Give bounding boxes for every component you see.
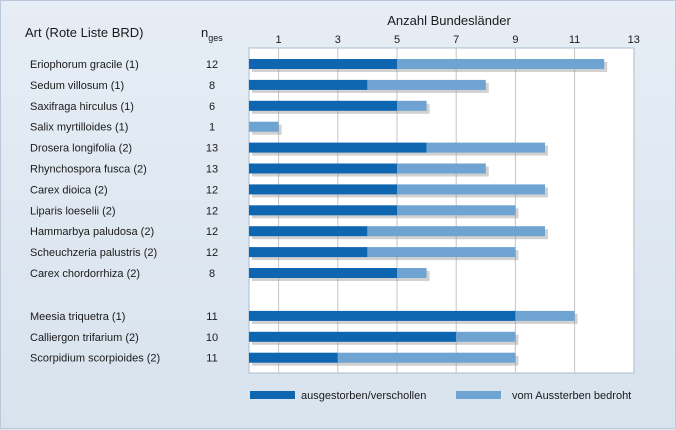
- bar-row: Saxifraga hirculus (1) 6: [30, 100, 430, 114]
- species-label: Calliergon trifarium (2): [30, 332, 139, 344]
- bar-ausgestorben: [249, 184, 397, 195]
- bar-row: Liparis loeselii (2) 12: [30, 205, 519, 219]
- bar-bedroht: [397, 205, 516, 216]
- n-ges-value: 13: [206, 143, 218, 155]
- bar-bedroht: [397, 184, 545, 195]
- bar-ausgestorben: [249, 205, 397, 216]
- n-ges-value: 12: [206, 184, 218, 196]
- x-axis-title: Anzahl Bundesländer: [387, 13, 511, 28]
- species-label: Scorpidium scorpioides (2): [30, 353, 160, 365]
- bar-bedroht: [337, 352, 516, 363]
- n-ges-value: 11: [206, 353, 217, 365]
- x-tick-label: 11: [569, 34, 580, 46]
- x-tick-label: 5: [394, 34, 400, 46]
- n-ges-value: 8: [209, 80, 215, 92]
- bar-ausgestorben: [249, 79, 368, 90]
- bar-bedroht: [426, 142, 545, 153]
- species-label: Sedum villosum (1): [30, 80, 124, 92]
- n-ges-value: 10: [206, 332, 218, 344]
- bar-bedroht: [515, 310, 575, 321]
- species-label: Carex chordorrhiza (2): [30, 268, 140, 280]
- bar-row: Drosera longifolia (2) 13: [30, 142, 548, 156]
- bar-ausgestorben: [249, 163, 397, 174]
- n-ges-value: 11: [206, 311, 217, 323]
- n-ges-value: 12: [206, 59, 218, 71]
- n-ges-value: 12: [206, 205, 218, 217]
- species-label: Carex dioica (2): [30, 184, 108, 196]
- bar-row: Scheuchzeria palustris (2) 12: [30, 247, 519, 261]
- legend: ausgestorben/verschollen vom Aussterben b…: [250, 390, 631, 402]
- bar-bedroht: [397, 100, 427, 111]
- bar-ausgestorben: [249, 247, 368, 258]
- bar-rows: Eriophorum gracile (1) 12 Sedum villosum (…: [30, 59, 608, 366]
- n-ges-value: 8: [209, 268, 215, 280]
- species-label: Liparis loeselii (2): [30, 205, 116, 217]
- species-column-header: Art (Rote Liste BRD): [25, 25, 143, 40]
- bar-ausgestorben: [249, 352, 338, 363]
- bar-row: Rhynchospora fusca (2) 13: [30, 163, 489, 177]
- bar-ausgestorben: [249, 226, 368, 237]
- x-tick-label: 13: [628, 34, 640, 46]
- n-ges-value: 12: [206, 247, 218, 259]
- bar-bedroht: [456, 331, 516, 342]
- legend-label: ausgestorben/verschollen: [301, 390, 426, 402]
- bar-ausgestorben: [249, 142, 427, 153]
- bar-bedroht: [397, 268, 427, 278]
- bar-bedroht: [367, 226, 545, 237]
- species-label: Meesia triquetra (1): [30, 311, 125, 323]
- bar-bedroht: [249, 121, 279, 132]
- species-label: Saxifraga hirculus (1): [30, 101, 134, 113]
- n-ges-value: 12: [206, 226, 218, 238]
- bar-row: Scorpidium scorpioides (2) 11: [30, 352, 519, 366]
- bar-bedroht: [397, 163, 486, 174]
- bar-row: Carex dioica (2) 12: [30, 184, 548, 198]
- species-label: Scheuchzeria palustris (2): [30, 247, 157, 259]
- bar-ausgestorben: [249, 100, 397, 111]
- bar-ausgestorben: [249, 331, 457, 342]
- species-label: Rhynchospora fusca (2): [30, 164, 147, 176]
- n-ges-value: 6: [209, 101, 215, 113]
- bar-row: Sedum villosum (1) 8: [30, 79, 489, 93]
- bar-row: Eriophorum gracile (1) 12: [30, 59, 608, 72]
- x-tick-label: 3: [335, 34, 341, 46]
- bar-ausgestorben: [249, 59, 397, 69]
- n-column-header: nges: [201, 25, 223, 43]
- x-tick-label: 9: [512, 34, 518, 46]
- bar-row: Salix myrtilloides (1) 1: [30, 121, 282, 135]
- bar-row: Calliergon trifarium (2) 10: [30, 331, 519, 345]
- bar-row: Carex chordorrhiza (2) 8: [30, 268, 430, 281]
- species-label: Hammarbya paludosa (2): [30, 226, 154, 238]
- x-tick-labels: 1 3 5 7 9 11 13: [276, 34, 640, 46]
- n-ges-value: 1: [209, 122, 215, 134]
- legend-swatch: [250, 391, 295, 399]
- bar-bedroht: [397, 59, 605, 69]
- legend-label: vom Aussterben bedroht: [512, 390, 631, 402]
- x-tick-label: 7: [453, 34, 459, 46]
- bar-row: Hammarbya paludosa (2) 12: [30, 226, 548, 240]
- bar-ausgestorben: [249, 310, 516, 321]
- bar-bedroht: [367, 79, 486, 90]
- bar-row: Meesia triquetra (1) 11: [30, 310, 578, 324]
- legend-swatch: [456, 391, 501, 399]
- n-ges-value: 13: [206, 164, 218, 176]
- bar-bedroht: [367, 247, 516, 258]
- species-label: Salix myrtilloides (1): [30, 122, 128, 134]
- species-label: Eriophorum gracile (1): [30, 59, 139, 71]
- x-tick-label: 1: [276, 34, 282, 46]
- bar-ausgestorben: [249, 268, 397, 278]
- species-label: Drosera longifolia (2): [30, 143, 132, 155]
